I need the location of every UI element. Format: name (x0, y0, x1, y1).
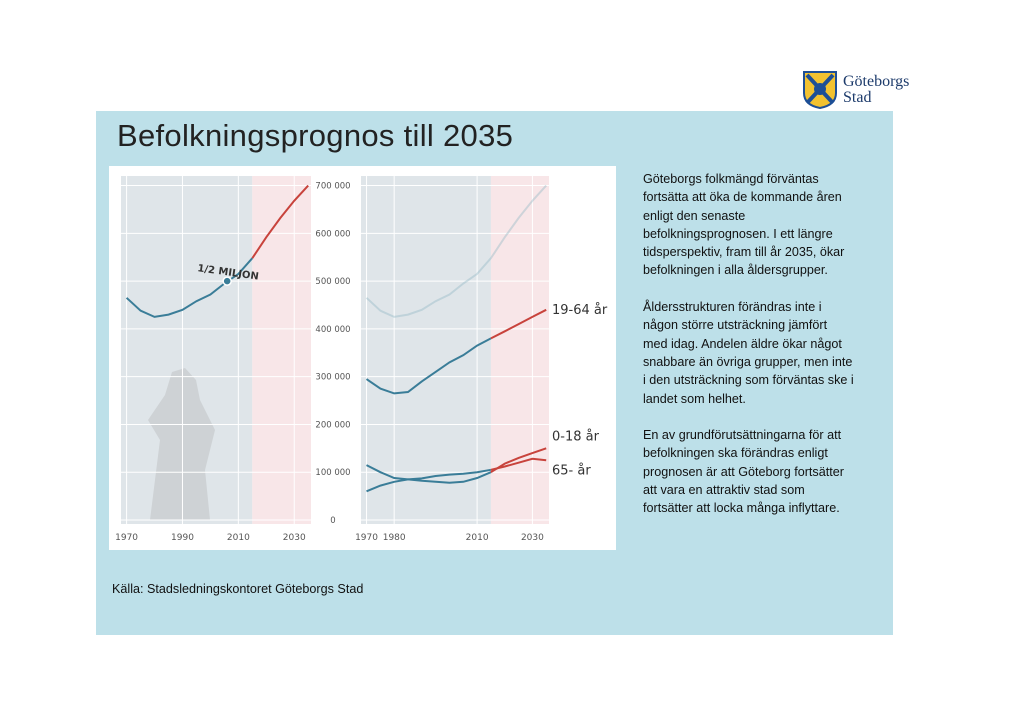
text-line: prognosen är att Göteborg fortsätter (643, 464, 844, 479)
x-tick-label: 1970 (115, 533, 138, 543)
text-line: En av grundförutsättningarna för att (643, 428, 842, 443)
silhouette (148, 368, 215, 520)
text-line: enligt den senaste (643, 208, 746, 223)
series-label: 0-18 år (552, 429, 600, 444)
history-line (366, 464, 492, 484)
x-tick-label: 1990 (171, 533, 194, 543)
forecast-area (252, 176, 311, 524)
paragraph: En av grundförutsättningarna för att befo… (643, 426, 883, 517)
forecast-line (490, 457, 547, 471)
series-label: 19-64 år (552, 303, 608, 318)
logo-line: Göteborgs (843, 73, 910, 90)
text-line: landet som helhet. (643, 391, 746, 406)
logo-icon (803, 71, 837, 109)
x-tick-label: 1970 (355, 533, 378, 543)
history-line (125, 257, 254, 318)
history-line (366, 468, 492, 493)
x-tick-label: 1980 (383, 533, 406, 543)
x-tick-label: 2030 (521, 533, 544, 543)
text-line: fortsätter att locka många inflyttare. (643, 501, 840, 516)
annotation-point (222, 276, 232, 286)
logo-text: Göteborgs Stad (843, 74, 909, 106)
total-line-faded (365, 184, 547, 318)
y-tick-label: 200 000 (315, 420, 350, 430)
y-tick-label: 100 000 (315, 468, 350, 478)
title: Befolkningsprognos till 2035 (117, 118, 514, 153)
forecast-line (490, 447, 547, 474)
series-label: 65- år (552, 463, 591, 478)
y-tick-label: 300 000 (315, 373, 350, 383)
y-tick-label: 500 000 (315, 277, 350, 287)
description: Göteborgs folkmängd förväntas fortsätta a… (643, 170, 883, 536)
forecast-line (490, 308, 547, 340)
y-tick-label: 700 000 (315, 182, 350, 192)
y-tick-label: 0 (330, 516, 335, 526)
text-line: snabbare än övriga grupper, men inte (643, 354, 853, 369)
text-line: att vara en attraktiv stad som (643, 483, 805, 498)
text-line: med idag. Andelen äldre ökar något (643, 336, 842, 351)
text-line: befolkningen i alla åldersgrupper. (643, 263, 828, 278)
text-line: någon större utsträckning jämfört (643, 318, 828, 333)
text-line: Göteborgs folkmängd förväntas (643, 172, 819, 186)
x-tick-label: 2010 (466, 533, 489, 543)
x-tick-label: 2010 (227, 533, 250, 543)
x-tick-label: 2030 (283, 533, 306, 543)
source: Källa: Stadsledningskontoret Göteborgs S… (112, 582, 364, 596)
history-line (365, 337, 492, 395)
y-tick-label: 400 000 (315, 325, 350, 335)
text-line: befolkningen ska förändras enligt (643, 446, 828, 461)
paragraph: Göteborgs folkmängd förväntas fortsätta a… (643, 170, 883, 280)
text-line: Åldersstrukturen förändras inte i (643, 300, 822, 315)
text-line: fortsätta att öka de kommande åren (643, 190, 842, 205)
text-line: tidsperspektiv, fram till år 2035, ökar (643, 245, 845, 260)
text-line: i den utsträckning som förväntas ske i (643, 373, 854, 388)
y-tick-label: 600 000 (315, 229, 350, 239)
logo-line: Stad (843, 89, 872, 106)
forecast-line (251, 184, 309, 259)
text-line: befolkningsprognosen. I ett längre (643, 226, 833, 241)
paragraph: Åldersstrukturen förändras inte i någon s… (643, 298, 883, 408)
